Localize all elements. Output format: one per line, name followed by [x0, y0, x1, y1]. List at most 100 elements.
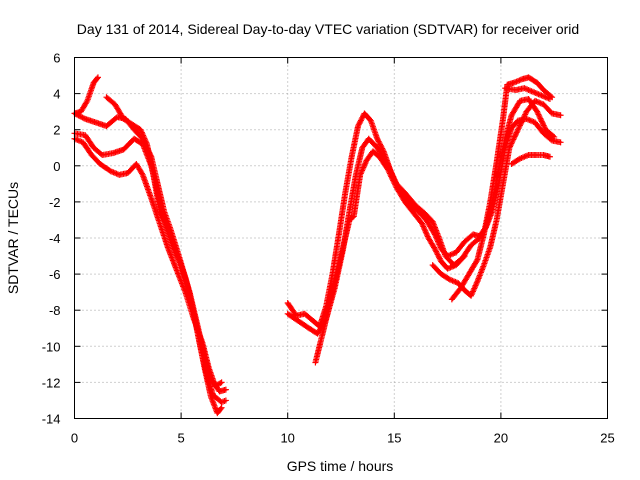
data-point — [540, 121, 547, 128]
data-point — [522, 111, 529, 118]
data-point — [218, 404, 225, 411]
data-point — [74, 111, 81, 118]
y-tick-label: -10 — [42, 339, 61, 354]
data-point — [473, 257, 480, 264]
data-point — [217, 380, 224, 387]
data-point — [221, 398, 228, 405]
x-tick-label: 25 — [600, 431, 614, 446]
data-point — [75, 112, 82, 119]
y-tick-label: -2 — [49, 195, 61, 210]
x-tick-label: 10 — [280, 431, 294, 446]
y-tick-label: -8 — [49, 303, 61, 318]
data-point — [551, 133, 558, 140]
data-point — [391, 180, 398, 187]
data-point — [518, 118, 525, 125]
data-point — [72, 111, 79, 118]
data-point — [512, 132, 519, 139]
x-tick-label: 20 — [494, 431, 508, 446]
data-point — [514, 126, 521, 133]
data-point — [547, 136, 554, 143]
data-point — [509, 137, 516, 144]
data-point — [387, 171, 394, 178]
data-point — [94, 74, 101, 81]
data-point — [460, 254, 467, 261]
series-track-12 — [508, 151, 553, 167]
data-point — [514, 128, 521, 135]
data-point — [218, 379, 225, 386]
data-point — [83, 99, 90, 106]
y-tick-label: 0 — [53, 159, 60, 174]
series-track-7 — [284, 96, 558, 337]
data-point — [76, 113, 83, 120]
data-point — [388, 173, 395, 180]
data-point — [508, 140, 515, 147]
data-point — [390, 177, 397, 184]
data-point — [534, 108, 541, 115]
data-point — [546, 153, 553, 160]
data-point — [515, 125, 522, 132]
data-point — [537, 115, 544, 122]
y-tick-label: 4 — [53, 87, 60, 102]
data-point — [534, 110, 541, 117]
data-point — [222, 386, 229, 393]
data-point — [385, 167, 392, 174]
series-track-3 — [71, 135, 225, 390]
data-point — [222, 397, 229, 404]
data-point — [513, 129, 520, 136]
data-point — [512, 130, 519, 137]
data-point — [515, 156, 522, 163]
data-point — [138, 170, 145, 177]
data-point — [511, 135, 518, 142]
data-point — [390, 178, 397, 185]
y-tick-label: 6 — [53, 51, 60, 66]
data-point — [546, 96, 553, 103]
x-tick-label: 5 — [177, 431, 184, 446]
series-track-11 — [502, 85, 553, 103]
series-track-5 — [103, 94, 225, 417]
y-tick-label: -12 — [42, 375, 61, 390]
data-point — [80, 115, 87, 122]
x-axis-label: GPS time / hours — [287, 458, 394, 474]
grid-layer — [74, 57, 608, 419]
series-track-10 — [448, 74, 556, 303]
data-point — [520, 115, 527, 122]
series-track-8 — [312, 148, 468, 366]
data-point — [388, 174, 395, 181]
data-point — [392, 181, 399, 188]
data-point — [536, 112, 543, 119]
data-point — [386, 170, 393, 177]
data-point — [384, 166, 391, 173]
data-point — [541, 123, 548, 130]
data-point — [389, 176, 396, 183]
data-point — [461, 253, 468, 260]
y-tick-label: 2 — [53, 123, 60, 138]
data-point — [539, 119, 546, 126]
x-tick-label: 0 — [71, 431, 78, 446]
series-track-1 — [71, 74, 101, 117]
data-point — [520, 114, 527, 121]
data-point — [78, 113, 85, 120]
data-point — [506, 144, 513, 151]
data-point — [521, 112, 528, 119]
x-tick-label: 15 — [387, 431, 401, 446]
data-point — [536, 114, 543, 121]
data-point — [510, 136, 517, 143]
data-point — [519, 116, 526, 123]
data-point — [518, 119, 525, 126]
y-tick-label: -6 — [49, 267, 61, 282]
data-point — [516, 122, 523, 129]
data-layer — [71, 74, 564, 417]
data-point — [540, 122, 547, 129]
data-point — [386, 169, 393, 176]
data-point — [538, 118, 545, 125]
data-point — [509, 139, 516, 146]
chart-title: Day 131 of 2014, Sidereal Day-to-day VTE… — [77, 21, 579, 37]
data-point — [557, 139, 564, 146]
data-point — [445, 275, 452, 282]
y-axis-label: SDTVAR / TECUs — [5, 182, 21, 294]
data-point — [507, 143, 514, 150]
y-tick-label: -14 — [42, 412, 61, 427]
data-point — [517, 121, 524, 128]
y-tick-label: -4 — [49, 231, 61, 246]
